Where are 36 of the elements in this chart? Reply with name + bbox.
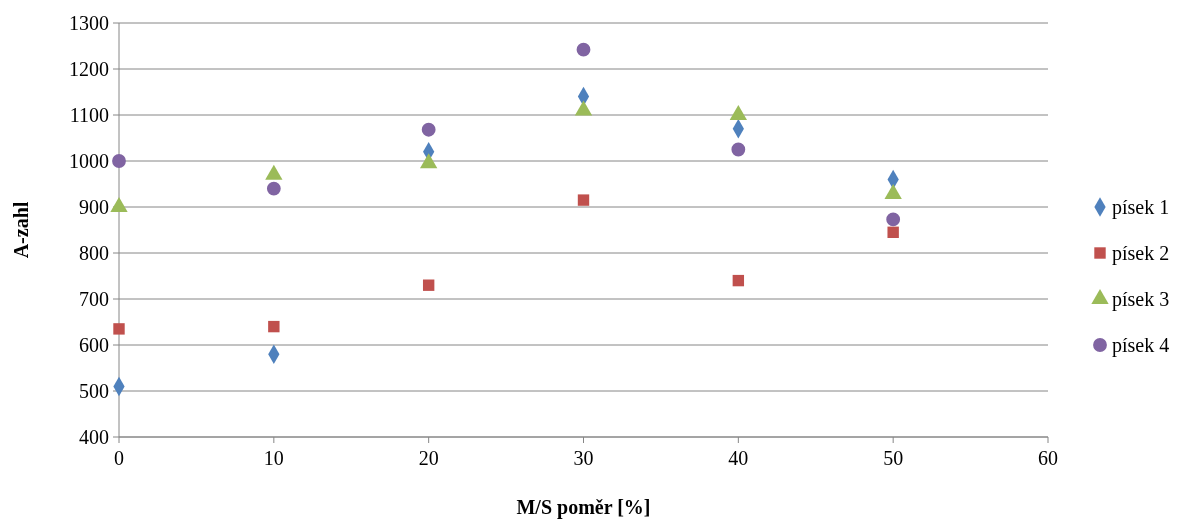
point bbox=[887, 226, 899, 238]
x-tick-label: 50 bbox=[883, 447, 904, 469]
x-tick-label: 60 bbox=[1038, 447, 1058, 469]
legend-label: písek 1 bbox=[1112, 196, 1170, 219]
y-tick-label: 900 bbox=[79, 196, 109, 218]
point bbox=[576, 42, 591, 57]
x-tick-label: 20 bbox=[418, 447, 439, 469]
y-axis-title: A-zahl bbox=[10, 201, 32, 259]
point bbox=[731, 142, 746, 157]
y-tick-label: 1100 bbox=[69, 104, 109, 126]
y-tick-label: 700 bbox=[79, 288, 109, 310]
point bbox=[732, 274, 745, 287]
x-tick-label: 10 bbox=[263, 447, 284, 469]
y-tick-label: 400 bbox=[79, 426, 109, 448]
point bbox=[422, 279, 435, 291]
point bbox=[266, 181, 281, 196]
point bbox=[886, 212, 901, 227]
point bbox=[884, 184, 902, 200]
point bbox=[421, 122, 436, 137]
y-tick-label: 1000 bbox=[69, 150, 109, 172]
y-tick-label: 800 bbox=[79, 242, 109, 264]
legend-label: písek 2 bbox=[1112, 242, 1170, 265]
y-tick-label: 1200 bbox=[69, 58, 109, 80]
x-axis-title: M/S poměr [%] bbox=[516, 496, 651, 519]
y-tick-label: 600 bbox=[79, 334, 109, 356]
x-tick-label: 40 bbox=[728, 447, 749, 469]
x-tick-label: 0 bbox=[114, 447, 124, 469]
x-tick-label: 30 bbox=[573, 447, 594, 469]
legend-label: písek 4 bbox=[1112, 334, 1170, 357]
point bbox=[112, 154, 126, 168]
point bbox=[577, 194, 590, 206]
legend-label: písek 3 bbox=[1112, 288, 1170, 311]
y-tick-label: 1300 bbox=[69, 12, 109, 34]
y-tick-label: 500 bbox=[79, 380, 109, 402]
point bbox=[268, 320, 280, 333]
point bbox=[113, 323, 125, 335]
